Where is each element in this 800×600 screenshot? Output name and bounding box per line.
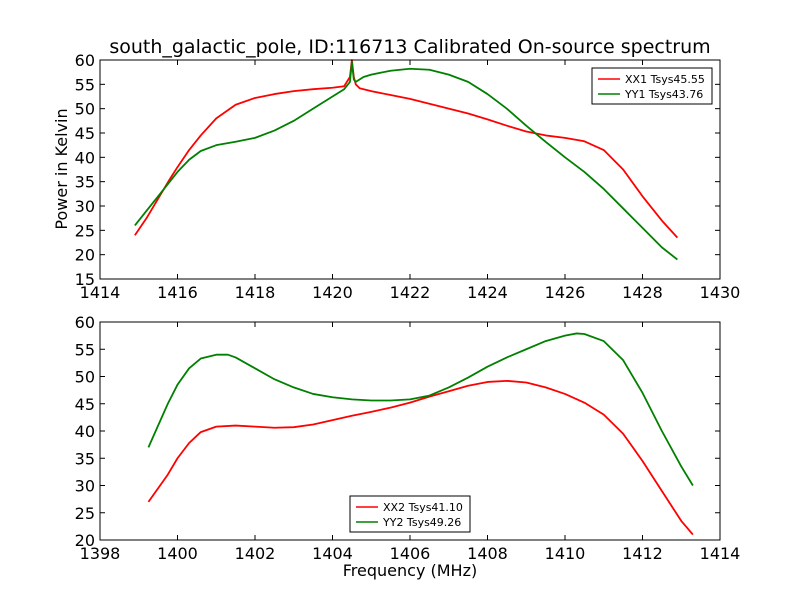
legend-box <box>591 67 713 105</box>
x-tick-label: 1398 <box>80 544 121 563</box>
legend: XX1 Tsys45.55 YY1 Tsys43.76 <box>591 67 713 105</box>
legend-entry: XX2 Tsys41.10 <box>383 501 463 514</box>
legend-entry: XX1 Tsys45.55 <box>625 73 705 86</box>
x-tick-label: 1420 <box>312 283 353 302</box>
x-tick-label: 1422 <box>390 283 431 302</box>
x-tick-label: 1414 <box>80 283 121 302</box>
x-tick-label: 1416 <box>157 283 198 302</box>
x-tick-label: 1426 <box>545 283 586 302</box>
y-tick-label: 35 <box>75 173 95 192</box>
series-line-yy-1 <box>134 61 678 261</box>
series-line-xx-1 <box>134 59 679 239</box>
x-tick-label: 1430 <box>700 283 741 302</box>
series-line-xx-2 <box>147 379 694 536</box>
x-tick-label: 1418 <box>235 283 276 302</box>
legend-entry: YY2 Tsys49.26 <box>382 516 461 529</box>
y-tick-label: 60 <box>75 313 95 332</box>
top-plot-area: 1414 1416 1418 1420 1422 1424 1426 1428 1430 15 20… <box>75 51 741 302</box>
y-tick-label: 45 <box>75 124 95 143</box>
legend-box <box>349 495 471 533</box>
y-tick-label: 40 <box>75 422 95 441</box>
x-tick-label: 1424 <box>467 283 508 302</box>
y-tick-label: 35 <box>75 449 95 468</box>
y-tick-label: 30 <box>75 477 95 496</box>
legend: XX2 Tsys41.10 YY2 Tsys49.26 <box>349 495 471 533</box>
x-tick-label: 1414 <box>700 544 741 563</box>
legend-entry: YY1 Tsys43.76 <box>624 88 703 101</box>
top-chart-title: south_galactic_pole, ID:116713 Calibrate… <box>109 36 710 58</box>
y-tick-label: 55 <box>75 340 95 359</box>
x-tick-label: 1404 <box>312 544 353 563</box>
y-tick-label: 50 <box>75 368 95 387</box>
x-tick-label: 1408 <box>467 544 508 563</box>
y-tick-label: 20 <box>75 246 95 265</box>
y-tick-label: 50 <box>75 100 95 119</box>
top-chart-y-axis-label: Power in Kelvin <box>52 108 71 229</box>
x-tick-label: 1410 <box>545 544 586 563</box>
bottom-plot-area: 1398 1400 1402 1404 1406 1408 1410 1412 1414 20 25… <box>75 313 741 563</box>
y-tick-label: 45 <box>75 395 95 414</box>
x-tick-label: 1428 <box>622 283 663 302</box>
y-tick-label: 15 <box>75 270 95 289</box>
y-tick-label: 60 <box>75 51 95 70</box>
y-tick-label: 30 <box>75 197 95 216</box>
y-tick-label: 25 <box>75 221 95 240</box>
y-tick-label: 25 <box>75 504 95 523</box>
series-line-yy-2 <box>147 332 694 486</box>
bottom-chart-x-axis-label: Frequency (MHz) <box>343 561 477 580</box>
y-tick-label: 20 <box>75 531 95 550</box>
y-tick-label: 55 <box>75 75 95 94</box>
x-tick-label: 1400 <box>157 544 198 563</box>
bottom-chart: Frequency (MHz) 1398 1400 1402 1404 1406 1408… <box>75 313 741 580</box>
x-tick-label: 1402 <box>235 544 276 563</box>
x-tick-label: 1412 <box>622 544 663 563</box>
y-tick-label: 40 <box>75 148 95 167</box>
top-chart: south_galactic_pole, ID:116713 Calibrate… <box>52 36 740 302</box>
x-tick-label: 1406 <box>390 544 431 563</box>
